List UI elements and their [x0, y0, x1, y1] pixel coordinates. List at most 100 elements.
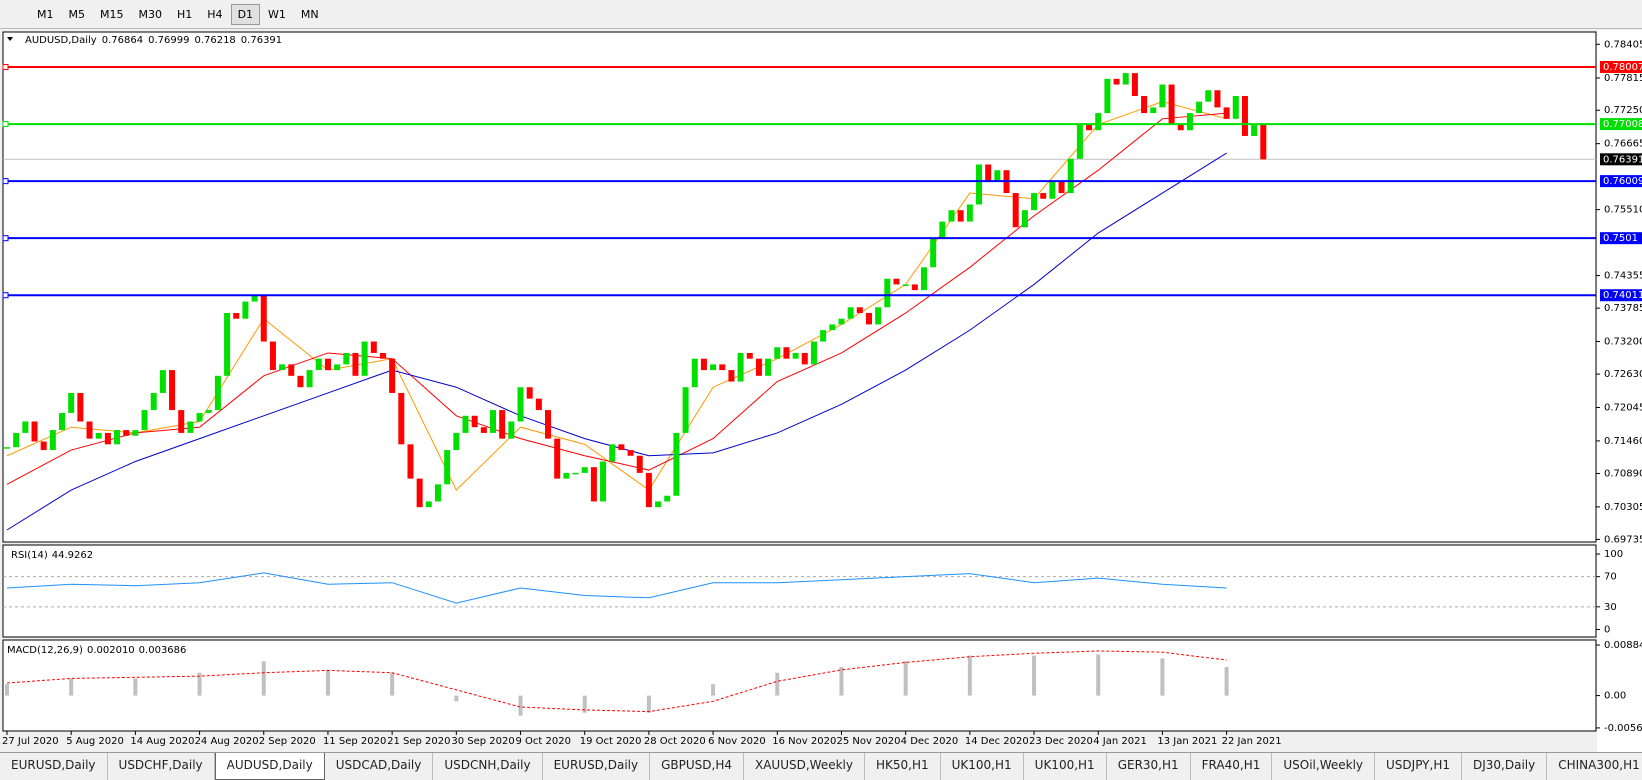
macd-bar [325, 669, 330, 696]
candle [563, 472, 570, 479]
y-tick-label: -0.005651 [1604, 723, 1642, 734]
chart-tab[interactable]: HK50,H1 [865, 753, 941, 780]
candle [691, 358, 698, 388]
candle [1232, 95, 1239, 119]
chart-tab[interactable]: EURUSD,Daily [0, 753, 108, 780]
timeframe-button[interactable]: M30 [138, 7, 163, 21]
timeframe-button[interactable]: M5 [68, 7, 86, 21]
panel [2, 544, 1597, 638]
y-tick-label: 0.00884 [1604, 640, 1642, 651]
rsi-header: RSI(14) 44.9262 [11, 550, 93, 561]
price-axis [1597, 30, 1642, 752]
macd-bar [711, 684, 716, 696]
candle [783, 347, 790, 359]
candle [425, 501, 432, 508]
candle [655, 501, 662, 508]
timeframe-button[interactable]: W1 [268, 7, 286, 21]
y-tick-label: 0.74355 [1604, 271, 1642, 282]
candle [1058, 181, 1065, 194]
x-tick-label: 28 Oct 2020 [644, 736, 706, 747]
candle [205, 410, 212, 413]
x-tick-label: 6 Nov 2020 [708, 736, 766, 747]
macd-bar [1032, 655, 1037, 696]
candle [1168, 84, 1175, 125]
macd-bar [390, 672, 395, 696]
candle [1251, 124, 1258, 136]
candle [948, 210, 955, 222]
candle [590, 467, 597, 502]
chart-tab[interactable]: GER30,H1 [1107, 753, 1191, 780]
candle [572, 472, 579, 475]
chart-tab[interactable]: USDCHF,Daily [108, 753, 215, 780]
candle [939, 221, 946, 239]
level-handle [2, 121, 9, 128]
level-label: 0.7501 [1603, 233, 1638, 244]
x-tick-label: 23 Dec 2020 [1029, 736, 1093, 747]
chart-tab[interactable]: USOil,Weekly [1272, 753, 1376, 780]
chart-tab[interactable]: XAUUSD,Weekly [744, 753, 865, 780]
indicator-name: RSI(14) [11, 550, 48, 561]
candle [581, 467, 588, 473]
timeframe-toolbar: M1 M5 M15 M30 H1 H4 D1 W1 MN [0, 0, 1642, 29]
timeframe-button[interactable]: H4 [207, 7, 223, 21]
candle [1076, 124, 1083, 159]
chart-tab[interactable]: USDJPY,H1 [1375, 753, 1462, 780]
chart-tab[interactable]: GBPUSD,H4 [650, 753, 744, 780]
x-tick-label: 14 Aug 2020 [130, 736, 194, 747]
timeframe-button[interactable]: H1 [177, 7, 193, 21]
candle [499, 410, 506, 439]
chart-tab[interactable]: USDCNH,Daily [433, 753, 543, 780]
macd-bar [903, 661, 908, 696]
candle [132, 430, 139, 436]
candle [315, 358, 322, 371]
chart-tab[interactable]: USDCAD,Daily [325, 753, 434, 780]
chart-tab[interactable]: AUDUSD,Daily [214, 753, 325, 780]
candle [251, 295, 258, 302]
candle [526, 387, 533, 399]
chart-tab[interactable]: FRA40,H1 [1191, 753, 1273, 780]
chart-tabs: EURUSD,Daily USDCHF,Daily AUDUSD,Daily USDC… [0, 752, 1642, 780]
y-tick-label: 0 [1604, 624, 1610, 635]
candle [847, 307, 854, 319]
candle [1150, 107, 1157, 114]
y-tick-label: 0.77815 [1604, 73, 1642, 84]
timeframe-button[interactable]: M15 [100, 7, 124, 21]
candle [1196, 101, 1203, 114]
chart-tab[interactable]: UK100,H1 [1024, 753, 1107, 780]
x-tick-label: 4 Jan 2021 [1093, 736, 1147, 747]
chart-window: 0.78405 0.77815 0.77250 0.76665 0.75510 0.743… [2, 30, 1642, 752]
x-tick-label: 4 Dec 2020 [901, 736, 959, 747]
candle [911, 284, 918, 291]
chart-tab[interactable]: EURUSD,Daily [543, 753, 651, 780]
chart-tab[interactable]: UK100,H1 [941, 753, 1024, 780]
level-label-bg [1600, 61, 1642, 74]
macd-bar [839, 666, 844, 696]
y-tick-label: 0.70305 [1604, 502, 1642, 513]
level-label: 0.76009 [1603, 176, 1642, 187]
candle [820, 330, 827, 342]
candle [1131, 73, 1138, 96]
timeframe-button[interactable]: D1 [230, 3, 261, 25]
candle [985, 164, 992, 182]
timeframe-button[interactable]: MN [300, 7, 319, 21]
candle [921, 267, 927, 291]
candle [169, 370, 176, 411]
price-label-bg [1600, 153, 1642, 166]
candle [600, 461, 607, 502]
candle [1260, 124, 1267, 160]
x-tick-label: 5 Aug 2020 [66, 736, 124, 747]
chart-tab[interactable]: DJ30,Daily [1462, 753, 1548, 780]
level-handle [2, 64, 9, 71]
candle [40, 441, 47, 451]
candle [1021, 210, 1028, 228]
candle [1113, 78, 1120, 85]
candle [554, 438, 561, 479]
candle [260, 295, 267, 342]
candle [187, 421, 194, 433]
timeframe-button[interactable]: M1 [37, 7, 54, 21]
chart-tab[interactable]: CHINA300,H1 [1547, 753, 1642, 780]
candle [150, 392, 157, 411]
candle [214, 375, 221, 411]
y-tick-label: 0.78405 [1604, 39, 1642, 50]
candle [31, 421, 38, 442]
